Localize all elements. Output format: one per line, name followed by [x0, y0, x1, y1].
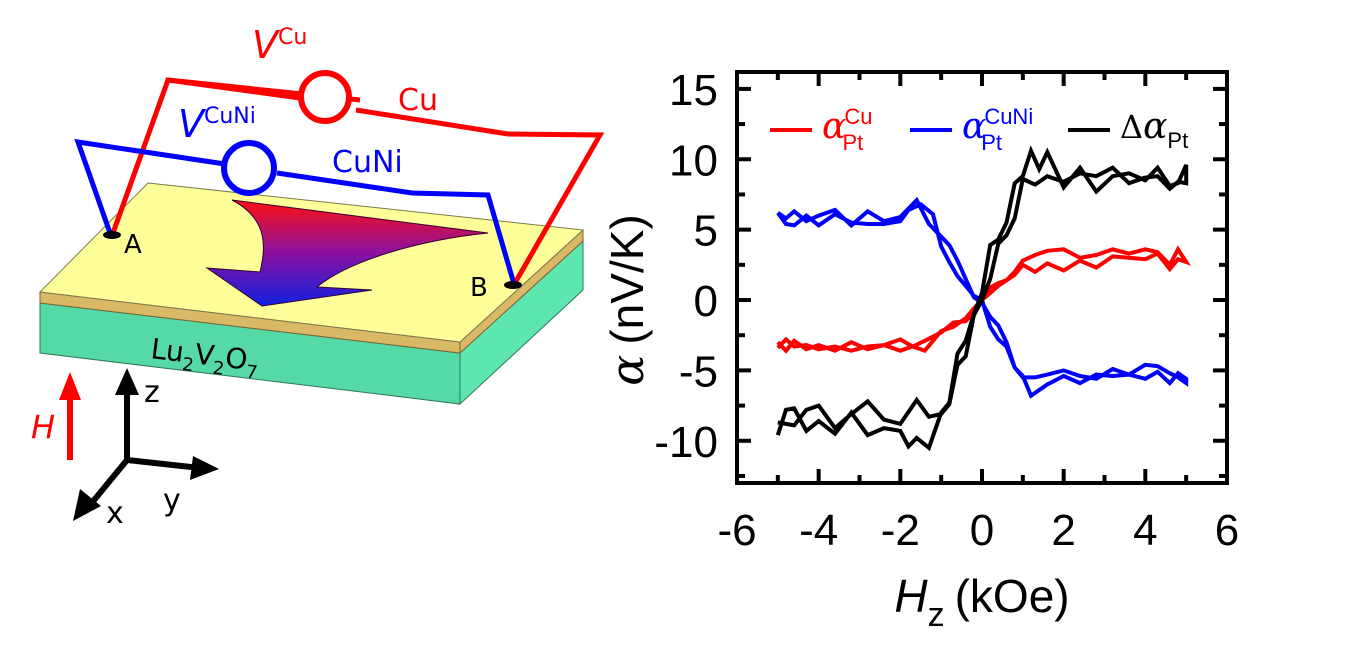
- legend-item-cu: αCu Pt: [770, 104, 872, 155]
- heat-flow-arrow: [205, 199, 489, 307]
- series-layer: [775, 145, 1192, 452]
- y-tick-label: 15: [669, 66, 718, 115]
- field-arrow-icon: [59, 372, 81, 400]
- cu-wire-down: [507, 131, 605, 285]
- x-tick-label: 0: [970, 506, 994, 555]
- x-tick-label: 2: [1051, 506, 1075, 555]
- x-tick-label: -2: [881, 506, 920, 555]
- cu-voltmeter-label: VCu: [252, 23, 307, 67]
- device-schematic: VCu Cu VCuNi CuNi A B Lu2V2O7 H z y x: [31, 23, 605, 531]
- y-tick-label: 0: [694, 277, 718, 326]
- y-tick-label: -10: [654, 418, 718, 467]
- legend: αCu Pt αCuNi Pt ΔαPt: [770, 104, 1188, 155]
- y-tick-label: 5: [694, 207, 718, 256]
- x-axis-arrow-icon: [73, 489, 101, 521]
- x-axis-label: x: [106, 496, 124, 531]
- z-axis-arrow-icon: [115, 368, 139, 395]
- y-tick-label: -5: [679, 347, 718, 396]
- z-axis-label: z: [144, 375, 160, 410]
- cu-wire-segment-right: [355, 107, 509, 137]
- series-line-0: [776, 245, 1192, 354]
- x-tick-label: 6: [1215, 506, 1239, 555]
- cuni-wire-right: [276, 170, 517, 285]
- chart: -6 -4 -2 0 2 4 6 -10 -5 0 5 10 15 Hz (kOe) α(nV/K) αC…: [600, 66, 1239, 634]
- cuni-wire-left: [74, 138, 226, 234]
- substrate-formula: Lu2V2O7: [148, 332, 260, 384]
- x-axis-title: Hz (kOe): [894, 570, 1069, 634]
- y-tick-label: 10: [669, 136, 718, 185]
- x-tick-label: 4: [1133, 506, 1157, 555]
- x-tick-label: -4: [799, 506, 838, 555]
- legend-item-cuni: αCuNi Pt: [910, 104, 1033, 155]
- y-axis-title: α(nV/K): [600, 214, 654, 385]
- field-label: H: [31, 408, 55, 446]
- cuni-voltmeter-label: VCuNi: [178, 102, 256, 146]
- contact-a-dot: [103, 231, 121, 239]
- contact-b-dot: [504, 281, 522, 289]
- x-tick-label: -6: [717, 506, 756, 555]
- series-line-2: [775, 145, 1189, 452]
- y-axis-arrow-icon: [190, 456, 219, 480]
- legend-label-cu: αCu Pt: [822, 104, 872, 155]
- tick-layer: [735, 72, 1229, 483]
- legend-item-delta: ΔαPt: [1068, 106, 1188, 153]
- cuni-voltmeter-icon: [221, 140, 277, 196]
- legend-label-delta: ΔαPt: [1120, 106, 1188, 153]
- series-line-1: [776, 196, 1189, 399]
- legend-label-cuni: αCuNi Pt: [962, 104, 1033, 155]
- contact-b-label: B: [470, 273, 488, 303]
- tick-label-layer: -6 -4 -2 0 2 4 6 -10 -5 0 5 10 15: [654, 66, 1239, 555]
- y-axis-label: y: [163, 483, 181, 518]
- cuni-wire-label: CuNi: [332, 145, 403, 180]
- coordinate-axes: z y x: [73, 368, 219, 531]
- cu-wire-label: Cu: [398, 83, 438, 118]
- cu-voltmeter-icon: [298, 70, 352, 124]
- contact-a-label: A: [124, 230, 142, 260]
